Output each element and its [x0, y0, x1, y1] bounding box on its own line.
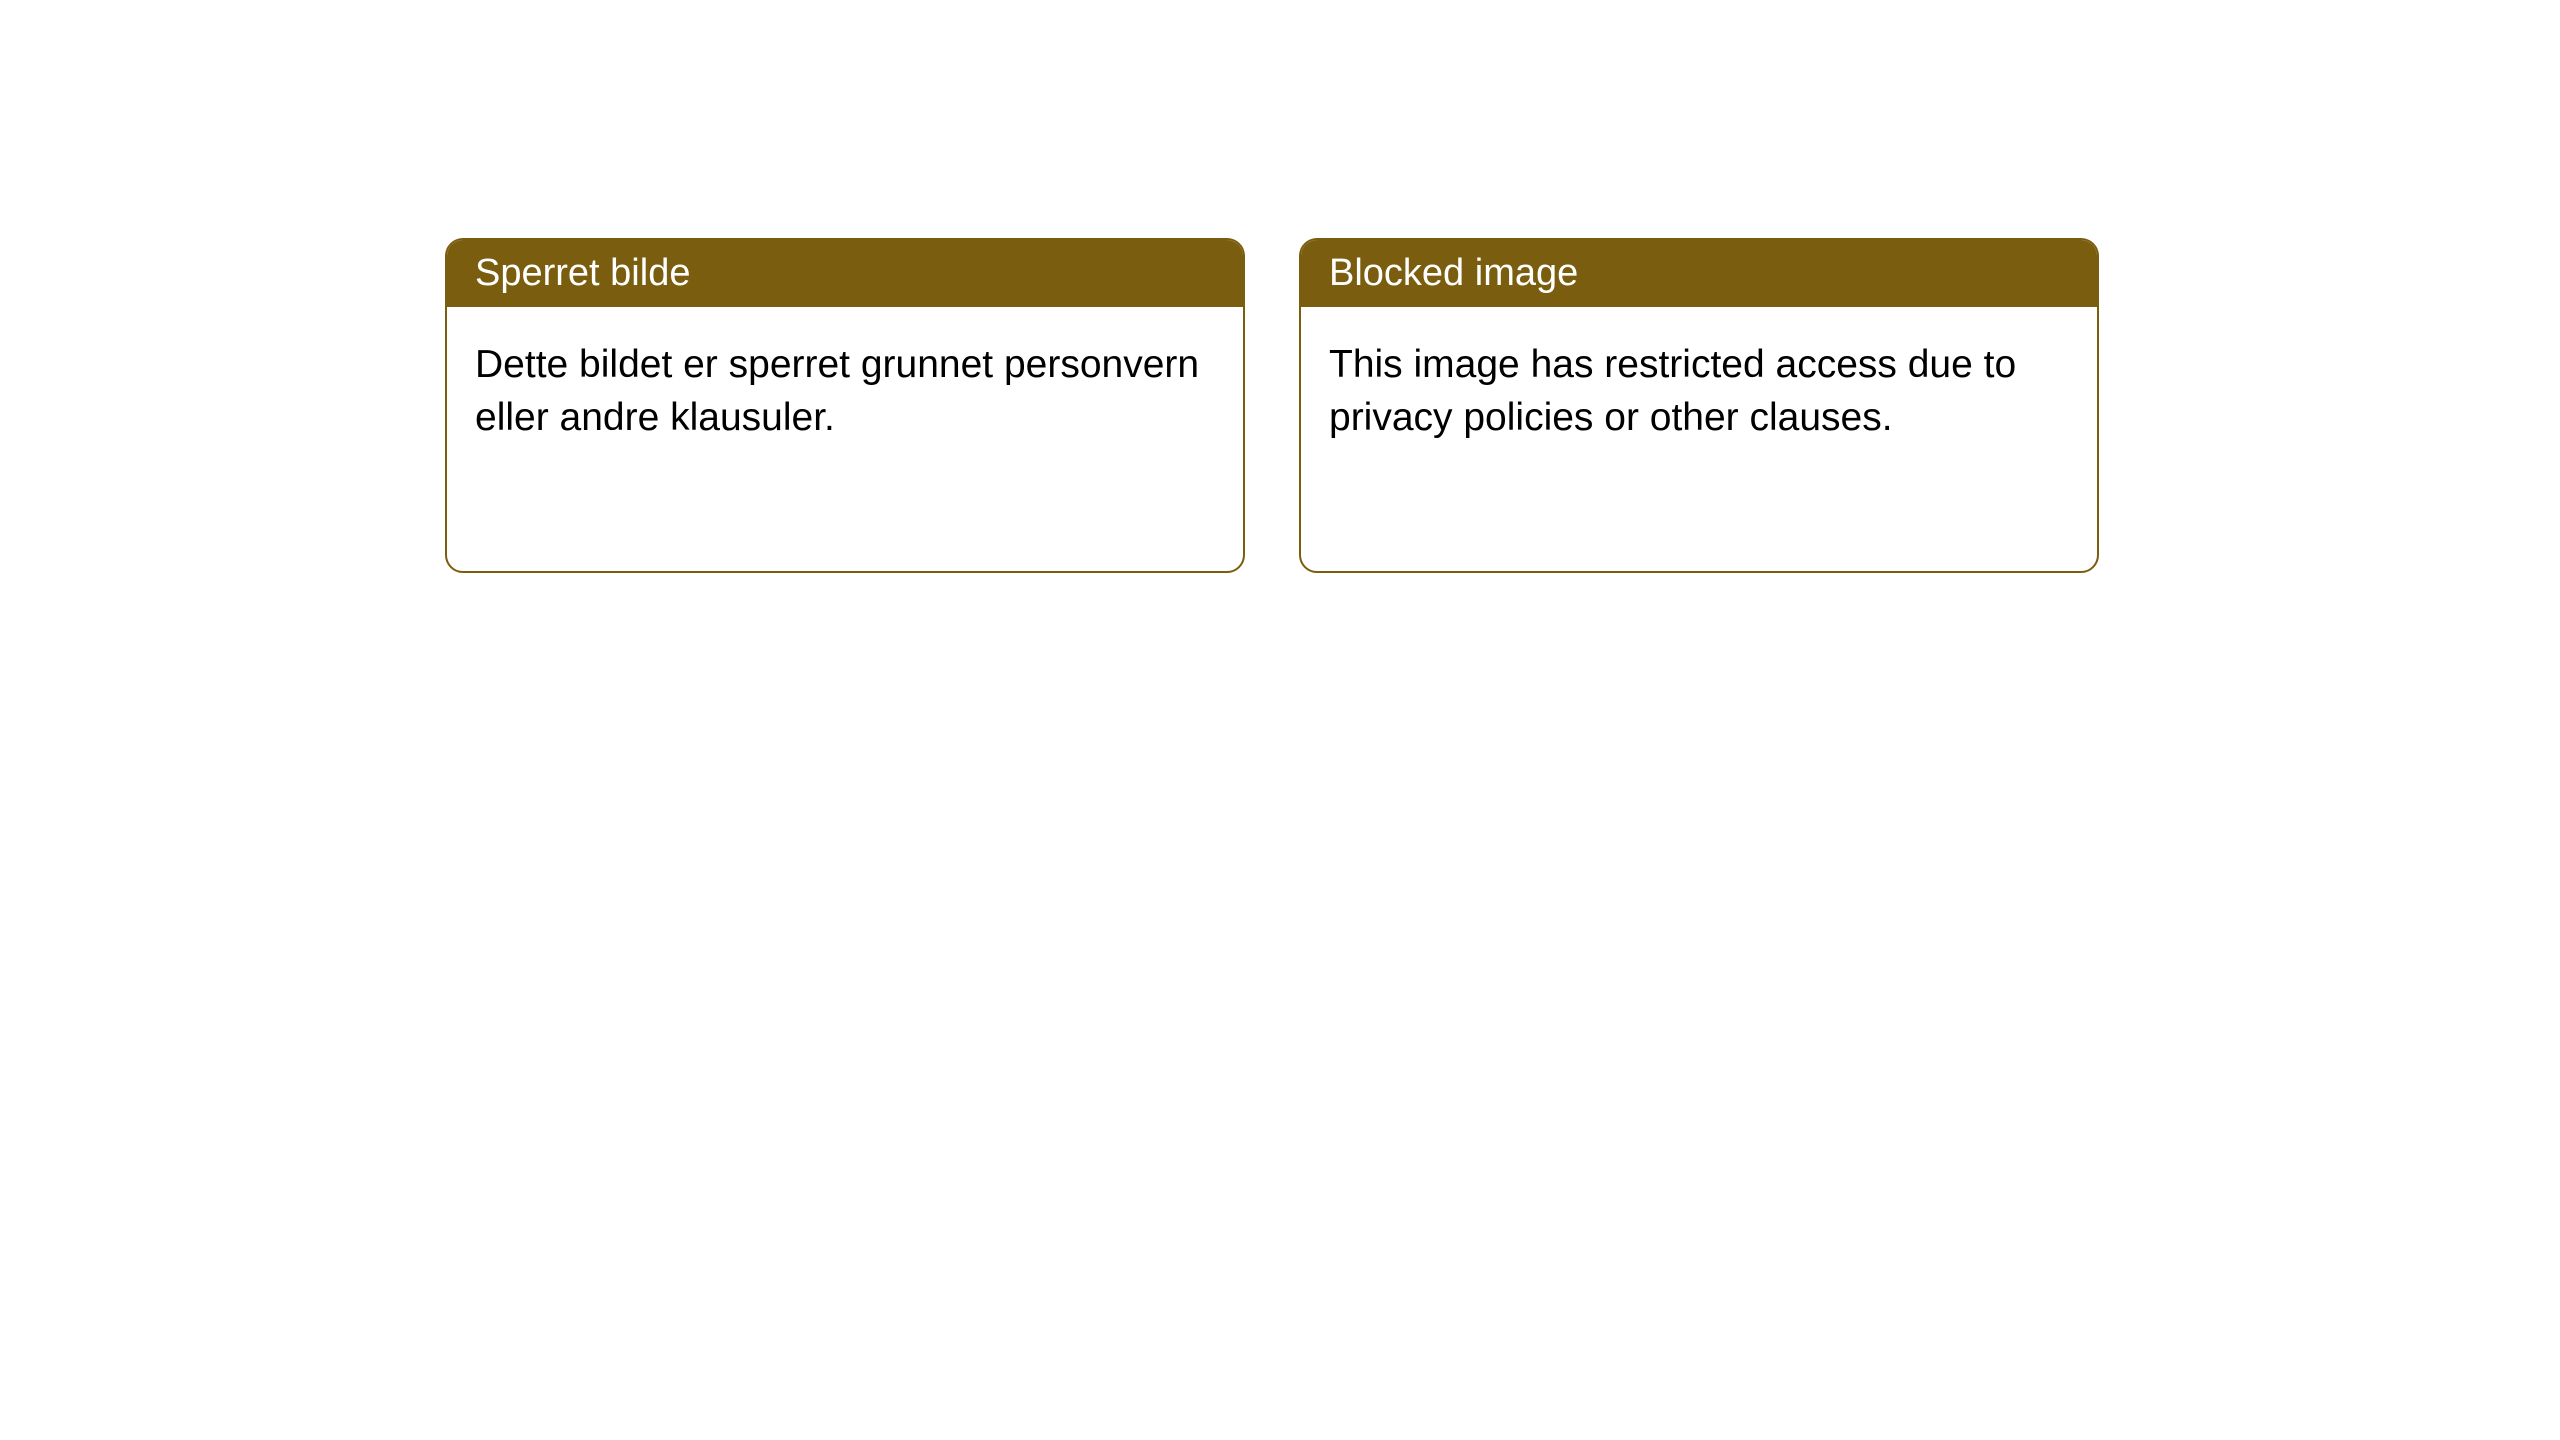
notice-card-english: Blocked image This image has restricted …	[1299, 238, 2099, 573]
card-title: Sperret bilde	[475, 252, 690, 294]
notice-container: Sperret bilde Dette bildet er sperret gr…	[0, 0, 2560, 573]
card-body-text: This image has restricted access due to …	[1329, 343, 2016, 439]
card-body-text: Dette bildet er sperret grunnet personve…	[475, 343, 1199, 439]
card-header: Sperret bilde	[447, 240, 1243, 307]
card-title: Blocked image	[1329, 252, 1578, 294]
notice-card-norwegian: Sperret bilde Dette bildet er sperret gr…	[445, 238, 1245, 573]
card-header: Blocked image	[1301, 240, 2097, 307]
card-body: This image has restricted access due to …	[1301, 307, 2097, 476]
card-body: Dette bildet er sperret grunnet personve…	[447, 307, 1243, 476]
